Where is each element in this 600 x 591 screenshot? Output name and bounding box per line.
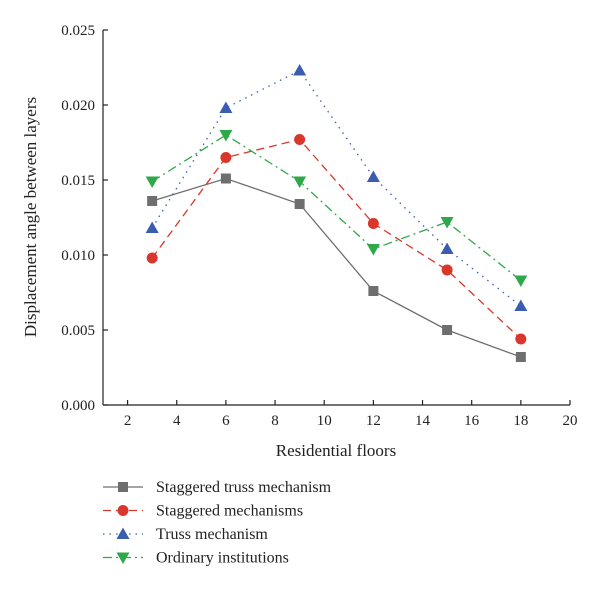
data-point <box>294 134 306 145</box>
legend-item: Staggered mechanisms <box>103 503 303 520</box>
x-tick-label: 6 <box>222 413 230 429</box>
legend-label: Truss mechanism <box>156 526 268 543</box>
data-point <box>220 152 232 163</box>
data-point <box>293 176 307 188</box>
data-point <box>441 264 453 276</box>
x-tick-label: 10 <box>317 413 332 429</box>
data-point <box>294 199 305 209</box>
data-point <box>366 170 380 182</box>
data-point <box>515 352 526 362</box>
data-point <box>146 252 158 264</box>
series-line <box>151 134 522 282</box>
y-tick-label: 0.005 <box>61 323 95 339</box>
x-tick-label: 8 <box>271 413 279 429</box>
series-layer <box>145 64 528 362</box>
data-point <box>442 325 453 335</box>
y-tick-label: 0.010 <box>61 248 95 264</box>
data-point <box>219 130 233 142</box>
legend-marker-swatch <box>116 527 130 539</box>
data-point <box>367 218 379 229</box>
y-tick-label: 0.025 <box>61 23 95 39</box>
legend-marker-swatch <box>118 482 128 492</box>
legend-marker-swatch <box>116 552 130 564</box>
data-point <box>514 275 528 287</box>
series-1 <box>146 134 527 345</box>
x-tick-label: 12 <box>366 413 381 429</box>
y-tick-label: 0.000 <box>61 398 95 414</box>
series-line <box>151 177 522 358</box>
data-point <box>145 221 159 233</box>
data-point <box>293 64 307 76</box>
legend-marker-swatch <box>117 505 129 516</box>
data-point <box>368 286 379 296</box>
y-tick-label: 0.020 <box>61 98 95 114</box>
legend-label: Staggered mechanisms <box>156 503 303 520</box>
series-2 <box>145 64 528 311</box>
data-point <box>147 196 158 206</box>
data-point <box>220 173 231 184</box>
legend-item: Truss mechanism <box>103 526 268 543</box>
x-axis-title: Residential floors <box>276 441 396 460</box>
y-tick-label: 0.015 <box>61 173 95 189</box>
legend-label: Ordinary institutions <box>156 550 289 567</box>
x-tick-label: 20 <box>563 413 578 429</box>
data-point <box>515 333 527 345</box>
data-point <box>440 242 454 254</box>
series-line <box>151 138 522 340</box>
legend: Staggered truss mechanism Staggered mecha… <box>103 479 332 567</box>
x-tick-label: 14 <box>415 413 431 429</box>
series-0 <box>147 173 526 362</box>
legend-item: Staggered truss mechanism <box>103 479 332 496</box>
data-point <box>145 176 159 188</box>
series-line <box>151 69 522 307</box>
data-point <box>440 217 454 229</box>
legend-item: Ordinary institutions <box>103 550 289 567</box>
legend-label: Staggered truss mechanism <box>156 479 332 496</box>
chart-axes <box>102 30 570 406</box>
x-tick-label: 2 <box>124 413 132 429</box>
y-axis-title: Displacement angle between layers <box>21 97 40 337</box>
series-3 <box>145 130 528 287</box>
x-tick-label: 4 <box>173 413 181 429</box>
x-tick-label: 16 <box>464 413 480 429</box>
x-tick-label: 18 <box>513 413 528 429</box>
data-point <box>514 299 528 311</box>
y-ticks: 0.000 0.005 0.010 0.015 0.020 0.025 <box>61 23 108 414</box>
data-point <box>219 101 233 113</box>
x-ticks: 2 4 6 8 10 12 14 16 18 20 <box>124 400 578 429</box>
data-point <box>366 244 380 256</box>
